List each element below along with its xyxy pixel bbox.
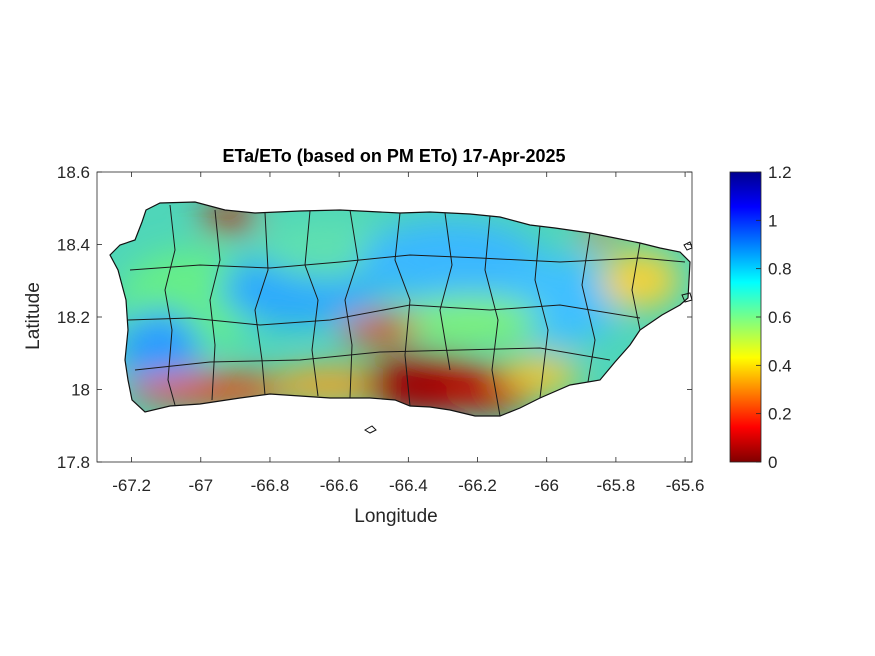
- islet: [364, 425, 377, 434]
- chart-title: ETa/ETo (based on PM ETo) 17-Apr-2025: [222, 146, 565, 166]
- colorbar-tick-label: 0.2: [768, 405, 792, 424]
- y-tick-label: 18.4: [57, 236, 90, 255]
- y-axis-label: Latitude: [23, 282, 44, 350]
- y-tick-label: 18: [71, 381, 90, 400]
- x-axis-label: Longitude: [354, 506, 437, 527]
- colorbar-tick-label: 0.8: [768, 260, 792, 279]
- colorbar-ticks: 0 0.2 0.4 0.6 0.8 1 1.2: [756, 163, 792, 472]
- colorbar-tick-label: 1.2: [768, 163, 792, 182]
- x-tick-label: -66.4: [389, 476, 428, 495]
- y-tick-label: 18.6: [57, 163, 90, 182]
- x-axis-ticks: -67.2 -67 -66.8 -66.6 -66.4 -66.2 -66 -65.8 -65.…: [112, 172, 704, 495]
- y-tick-label: 18.2: [57, 308, 90, 327]
- colorbar-tick-label: 0: [768, 453, 777, 472]
- y-axis-ticks: 17.8 18 18.2 18.4 18.6: [57, 163, 692, 472]
- y-tick-label: 17.8: [57, 453, 90, 472]
- colorbar: [729, 171, 762, 463]
- x-tick-label: -65.6: [666, 476, 705, 495]
- colorbar-tick-label: 0.6: [768, 308, 792, 327]
- x-tick-label: -67.2: [112, 476, 151, 495]
- x-tick-label: -66.8: [251, 476, 290, 495]
- islet: [681, 292, 693, 303]
- colorbar-tick-label: 0.4: [768, 356, 792, 375]
- x-tick-label: -65.8: [597, 476, 636, 495]
- x-tick-label: -67: [188, 476, 213, 495]
- x-tick-label: -66.6: [320, 476, 359, 495]
- x-tick-label: -66: [534, 476, 559, 495]
- colorbar-tick-label: 1: [768, 211, 777, 230]
- municipality-boundaries: [127, 204, 686, 417]
- islet: [683, 241, 693, 251]
- x-tick-label: -66.2: [458, 476, 497, 495]
- heatmap-island: [110, 202, 690, 416]
